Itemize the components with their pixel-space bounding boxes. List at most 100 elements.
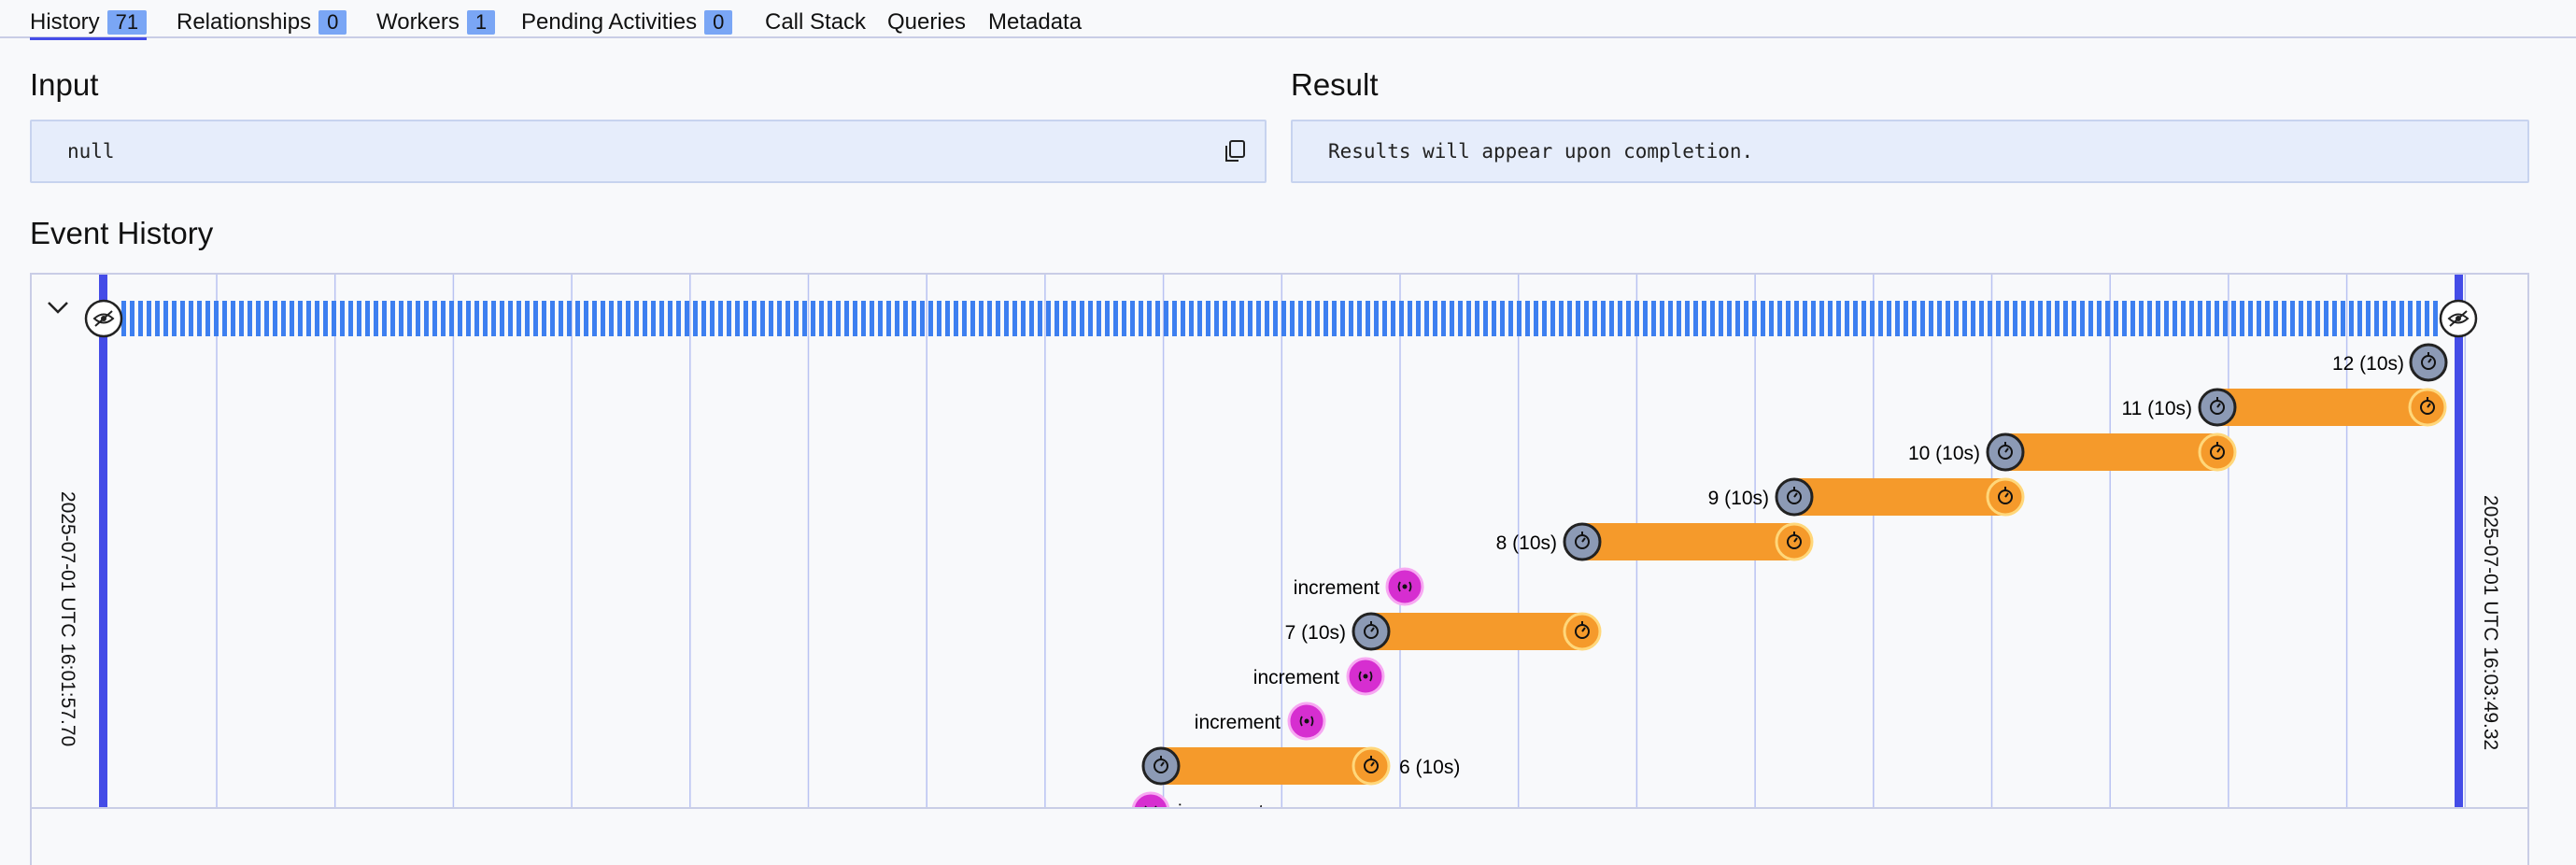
history-event-tick[interactable] — [1777, 301, 1782, 336]
history-event-tick[interactable] — [416, 301, 420, 336]
history-event-tick[interactable] — [1761, 301, 1765, 336]
history-event-tick[interactable] — [1492, 301, 1496, 336]
history-event-tick[interactable] — [533, 301, 538, 336]
history-event-tick[interactable] — [2349, 301, 2354, 336]
history-event-tick[interactable] — [609, 301, 614, 336]
history-event-tick[interactable] — [2374, 301, 2379, 336]
history-event-tick[interactable] — [2105, 301, 2110, 336]
history-event-tick[interactable] — [315, 301, 319, 336]
history-event-tick[interactable] — [1239, 301, 1244, 336]
history-event-tick[interactable] — [1735, 301, 1740, 336]
history-event-tick[interactable] — [1508, 301, 1513, 336]
history-event-tick[interactable] — [1954, 301, 1959, 336]
history-event-tick[interactable] — [1601, 301, 1606, 336]
history-event-tick[interactable] — [1097, 301, 1101, 336]
history-event-tick[interactable] — [348, 301, 353, 336]
history-event-tick[interactable] — [962, 301, 967, 336]
history-bar[interactable] — [121, 301, 2438, 336]
history-event-tick[interactable] — [1542, 301, 1547, 336]
history-event-tick[interactable] — [1878, 301, 1883, 336]
history-event-tick[interactable] — [1685, 301, 1690, 336]
history-event-tick[interactable] — [2416, 301, 2421, 336]
tab-relationships[interactable]: Relationships 0 — [177, 9, 347, 35]
history-event-tick[interactable] — [1811, 301, 1816, 336]
timer-event[interactable]: 7 (10s) — [1285, 612, 1602, 651]
signal-event[interactable]: increment — [1131, 791, 1264, 809]
history-event-tick[interactable] — [474, 301, 479, 336]
history-event-tick[interactable] — [575, 301, 580, 336]
history-event-tick[interactable] — [1441, 301, 1446, 336]
history-event-tick[interactable] — [945, 301, 950, 336]
history-event-tick[interactable] — [727, 301, 731, 336]
history-event-tick[interactable] — [332, 301, 336, 336]
history-event-tick[interactable] — [685, 301, 689, 336]
history-event-tick[interactable] — [1130, 301, 1135, 336]
history-event-tick[interactable] — [2198, 301, 2202, 336]
history-event-tick[interactable] — [2013, 301, 2017, 336]
history-event-tick[interactable] — [1172, 301, 1177, 336]
history-event-tick[interactable] — [2273, 301, 2278, 336]
tab-queries[interactable]: Queries — [887, 9, 966, 35]
history-event-tick[interactable] — [1391, 301, 1395, 336]
history-event-tick[interactable] — [760, 301, 765, 336]
history-event-tick[interactable] — [861, 301, 866, 336]
history-event-tick[interactable] — [912, 301, 916, 336]
history-event-tick[interactable] — [693, 301, 698, 336]
history-event-tick[interactable] — [1979, 301, 1984, 336]
history-event-tick[interactable] — [1710, 301, 1715, 336]
history-event-tick[interactable] — [1063, 301, 1068, 336]
history-event-tick[interactable] — [987, 301, 992, 336]
history-event-tick[interactable] — [1071, 301, 1076, 336]
history-event-tick[interactable] — [1281, 301, 1286, 336]
history-event-tick[interactable] — [1399, 301, 1404, 336]
history-event-tick[interactable] — [180, 301, 185, 336]
history-event-tick[interactable] — [1349, 301, 1353, 336]
history-event-tick[interactable] — [542, 301, 546, 336]
history-event-tick[interactable] — [2139, 301, 2144, 336]
history-event-tick[interactable] — [1517, 301, 1522, 336]
history-event-tick[interactable] — [2290, 301, 2295, 336]
signal-event[interactable]: increment — [1195, 702, 1326, 741]
history-event-tick[interactable] — [1458, 301, 1463, 336]
history-event-tick[interactable] — [1727, 301, 1732, 336]
history-event-tick[interactable] — [1769, 301, 1774, 336]
history-event-tick[interactable] — [2156, 301, 2160, 336]
history-event-tick[interactable] — [517, 301, 521, 336]
history-event-tick[interactable] — [819, 301, 824, 336]
history-event-tick[interactable] — [1937, 301, 1942, 336]
history-event-tick[interactable] — [2173, 301, 2177, 336]
history-event-tick[interactable] — [382, 301, 387, 336]
history-event-tick[interactable] — [668, 301, 672, 336]
history-event-tick[interactable] — [432, 301, 437, 336]
history-event-tick[interactable] — [525, 301, 530, 336]
history-event-tick[interactable] — [1626, 301, 1631, 336]
history-event-tick[interactable] — [1500, 301, 1505, 336]
history-event-tick[interactable] — [601, 301, 605, 336]
history-event-tick[interactable] — [651, 301, 656, 336]
history-event-tick[interactable] — [970, 301, 975, 336]
history-event-tick[interactable] — [1895, 301, 1900, 336]
history-event-tick[interactable] — [2282, 301, 2286, 336]
history-event-tick[interactable] — [2130, 301, 2135, 336]
history-event-tick[interactable] — [1197, 301, 1202, 336]
history-event-tick[interactable] — [1038, 301, 1042, 336]
history-event-tick[interactable] — [1836, 301, 1841, 336]
signal-event[interactable]: increment — [1253, 657, 1385, 696]
history-event-tick[interactable] — [1668, 301, 1673, 336]
history-event-tick[interactable] — [1155, 301, 1160, 336]
history-event-tick[interactable] — [979, 301, 984, 336]
history-event-tick[interactable] — [550, 301, 555, 336]
history-event-tick[interactable] — [1819, 301, 1824, 336]
history-event-tick[interactable] — [1181, 301, 1185, 336]
history-event-tick[interactable] — [2315, 301, 2320, 336]
history-event-tick[interactable] — [2299, 301, 2303, 336]
history-event-tick[interactable] — [2063, 301, 2068, 336]
history-event-tick[interactable] — [2038, 301, 2043, 336]
history-event-tick[interactable] — [273, 301, 277, 336]
history-event-tick[interactable] — [1618, 301, 1622, 336]
history-event-tick[interactable] — [752, 301, 757, 336]
history-event-tick[interactable] — [1029, 301, 1034, 336]
history-event-tick[interactable] — [1248, 301, 1253, 336]
history-event-tick[interactable] — [424, 301, 429, 336]
history-event-tick[interactable] — [1609, 301, 1614, 336]
